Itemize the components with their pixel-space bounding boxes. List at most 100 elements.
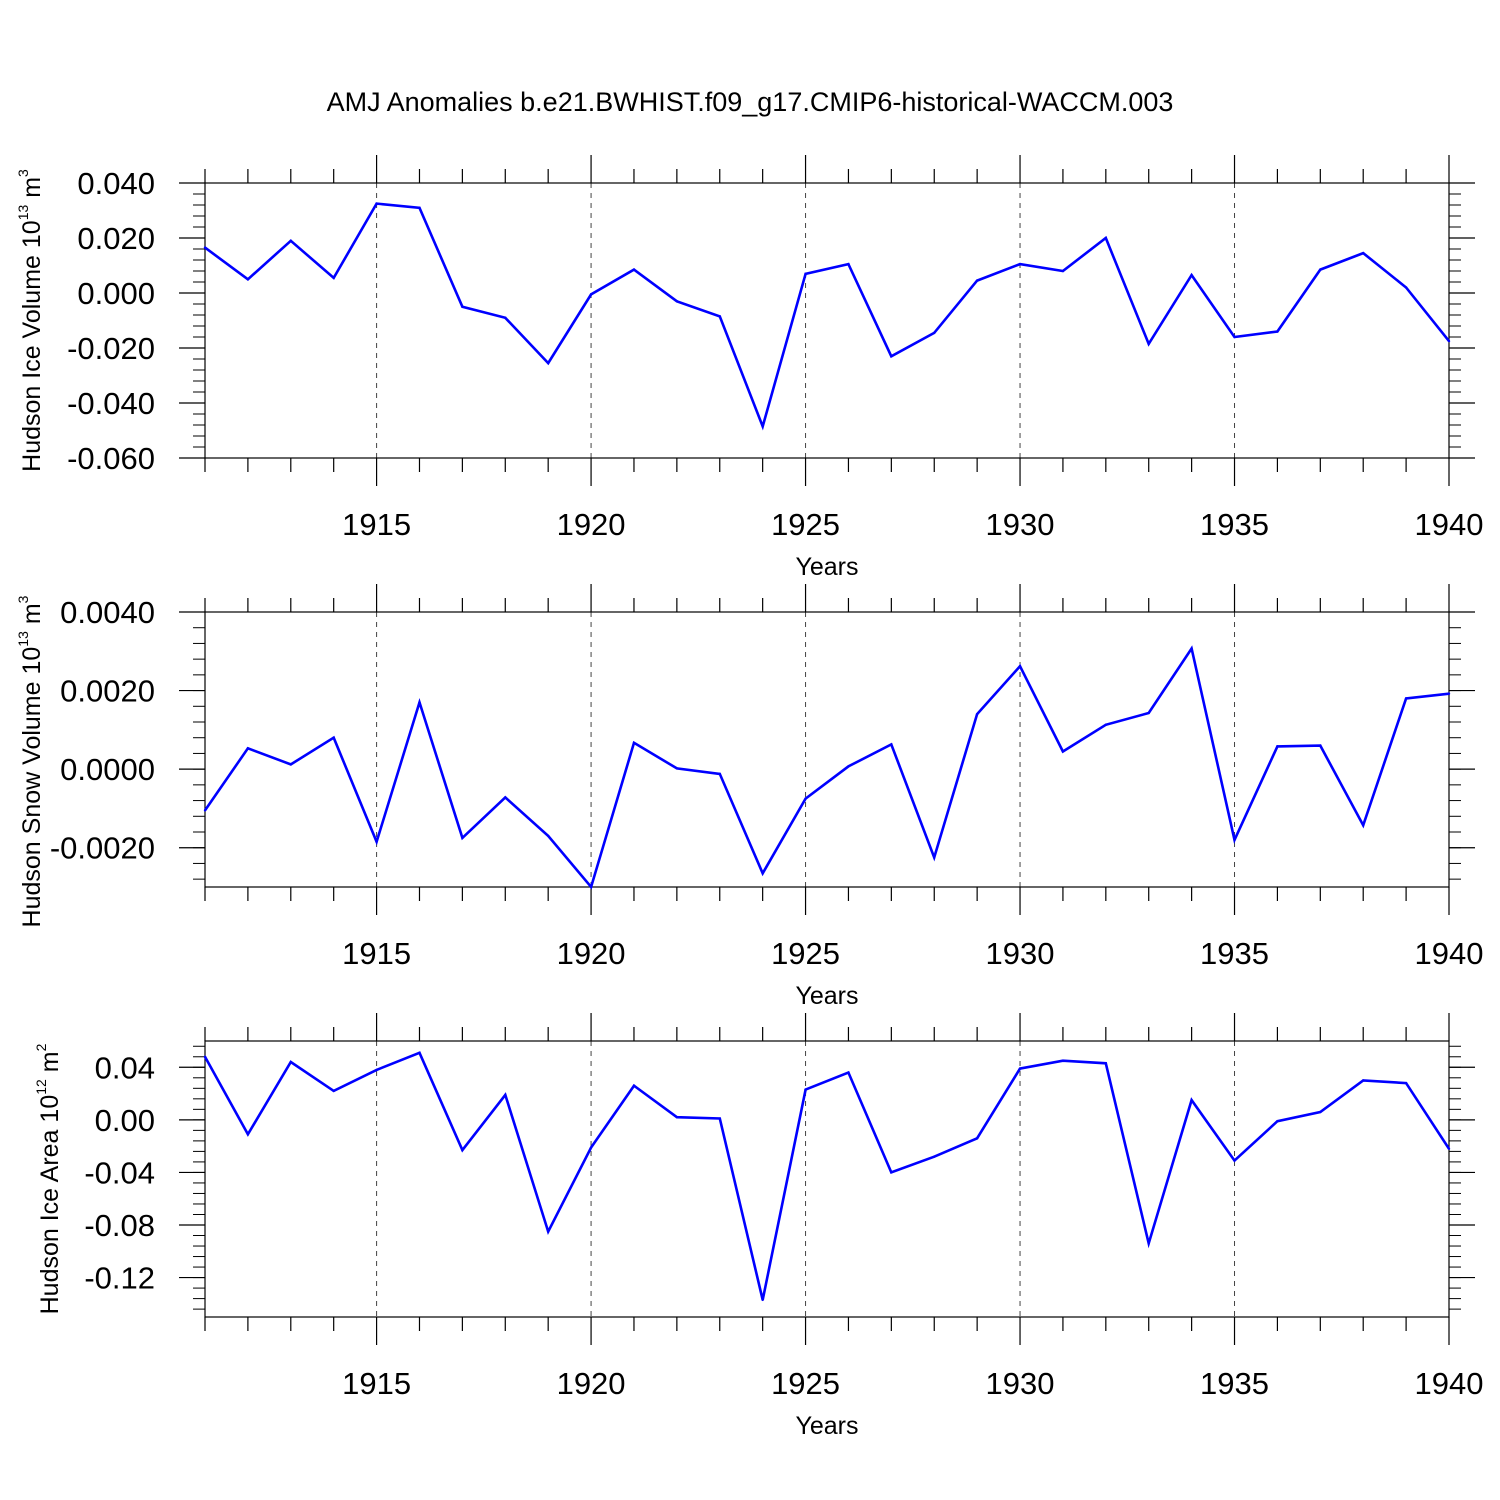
y-axis-label-exp: 13 <box>15 205 31 221</box>
y-tick-label: -0.12 <box>84 1261 155 1296</box>
data-point <box>975 1137 979 1140</box>
data-point <box>890 355 893 358</box>
data-point <box>375 202 378 205</box>
data-point <box>632 741 636 745</box>
data-point <box>246 278 250 281</box>
data-point <box>847 262 850 266</box>
data-point <box>1018 262 1022 266</box>
data-point <box>1404 1081 1408 1085</box>
y-tick-label: 0.00 <box>95 1103 155 1138</box>
data-point <box>246 1133 250 1136</box>
data-point <box>1104 1062 1108 1065</box>
y-tick-label: 0.0040 <box>60 595 155 630</box>
y-axis-label-unit-exp: 3 <box>15 169 31 177</box>
data-point <box>1190 273 1193 277</box>
y-axis-label-main: Hudson Snow Volume 10 <box>18 647 46 928</box>
y-axis-label-exp: 13 <box>15 631 31 647</box>
data-point <box>589 885 593 889</box>
data-point <box>761 872 764 875</box>
series-line <box>203 645 1450 890</box>
data-point <box>1018 1067 1022 1070</box>
y-tick-label: -0.04 <box>84 1155 155 1190</box>
data-point <box>632 1084 636 1087</box>
y-tick-label: -0.040 <box>67 386 155 421</box>
x-tick-label: 1930 <box>986 936 1055 971</box>
data-point <box>589 1146 593 1149</box>
x-tick-label: 1925 <box>771 1366 840 1401</box>
x-tick-label: 1925 <box>771 507 840 542</box>
x-tick-label: 1935 <box>1200 936 1269 971</box>
data-point <box>418 701 421 704</box>
data-point <box>1404 286 1408 289</box>
data-point <box>804 797 807 800</box>
plot-frame <box>204 182 1450 459</box>
data-point <box>761 425 764 428</box>
data-point <box>1276 1119 1279 1123</box>
data-point <box>933 1155 936 1158</box>
x-axis-label: Years <box>795 1412 858 1440</box>
data-point <box>804 272 807 275</box>
data-point <box>203 809 207 812</box>
chart-title: AMJ Anomalies b.e21.BWHIST.f09_g17.CMIP6… <box>327 87 1174 117</box>
data-point <box>332 1089 335 1093</box>
panel-3: -0.12 -0.08 -0.04 0.00 0.04 1915 1920 1925 1930 1… <box>33 1013 1483 1440</box>
data-point <box>1276 330 1279 333</box>
y-tick-label: 0.0020 <box>60 674 155 709</box>
data-point <box>933 331 936 335</box>
data-point <box>1190 1098 1193 1102</box>
data-point <box>332 276 335 280</box>
y-axis-label: Hudson Ice Area 1012 m2 <box>33 1043 64 1314</box>
x-tick-label: 1940 <box>1415 936 1484 971</box>
data-point <box>504 796 507 799</box>
data-point <box>1447 1147 1451 1150</box>
data-point <box>1362 251 1365 255</box>
data-point <box>589 293 593 296</box>
data-point <box>632 268 636 271</box>
x-tick-label: 1920 <box>557 507 626 542</box>
data-point <box>847 765 850 768</box>
data-point <box>718 772 721 776</box>
panel-1: -0.060 -0.040 -0.020 0.000 0.020 0.040 1915 192… <box>15 155 1483 581</box>
data-point <box>1233 335 1236 339</box>
data-point <box>675 300 679 303</box>
y-axis-label-main: Hudson Ice Volume 10 <box>18 220 46 472</box>
y-axis-label-unit-exp: 2 <box>33 1043 49 1051</box>
x-tick-label: 1940 <box>1415 1366 1484 1401</box>
y-tick-label: -0.020 <box>67 331 155 366</box>
y-tick-label: 0.04 <box>95 1050 155 1085</box>
data-point <box>1147 1242 1150 1245</box>
data-point <box>504 316 507 319</box>
x-tick-label: 1930 <box>986 1366 1055 1401</box>
data-point <box>203 246 207 249</box>
y-axis-label-main: Hudson Ice Area 10 <box>36 1095 64 1315</box>
x-tick-label: 1940 <box>1415 507 1484 542</box>
x-tick-label: 1915 <box>342 936 411 971</box>
data-point <box>289 1060 292 1064</box>
data-point <box>1233 838 1236 842</box>
data-point <box>804 1088 807 1091</box>
data-point <box>1061 269 1065 273</box>
data-point <box>675 767 679 770</box>
x-tick-label: 1920 <box>557 1366 626 1401</box>
x-tick-label: 1915 <box>342 1366 411 1401</box>
series-line <box>203 1051 1451 1301</box>
x-axis-label: Years <box>795 553 858 581</box>
data-point <box>461 305 464 308</box>
panels-container: -0.060 -0.040 -0.020 0.000 0.020 0.040 1915 192… <box>15 155 1483 1440</box>
x-axis-label: Years <box>795 982 858 1010</box>
data-point <box>375 840 378 844</box>
data-point <box>1018 665 1022 668</box>
plot-frame <box>204 1040 1450 1318</box>
data-point <box>1147 342 1150 346</box>
panel-2: -0.0020 0.0000 0.0020 0.0040 1915 1920 1925 193… <box>15 584 1483 1010</box>
data-point <box>1061 1059 1065 1062</box>
data-point <box>203 1055 207 1058</box>
data-point <box>546 834 550 838</box>
y-axis-label-unit-exp: 3 <box>15 595 31 603</box>
data-point <box>718 315 721 318</box>
data-point <box>718 1117 721 1120</box>
data-point <box>1319 268 1322 271</box>
data-point <box>1104 236 1108 240</box>
x-tick-label: 1920 <box>557 936 626 971</box>
data-point <box>847 1071 850 1074</box>
